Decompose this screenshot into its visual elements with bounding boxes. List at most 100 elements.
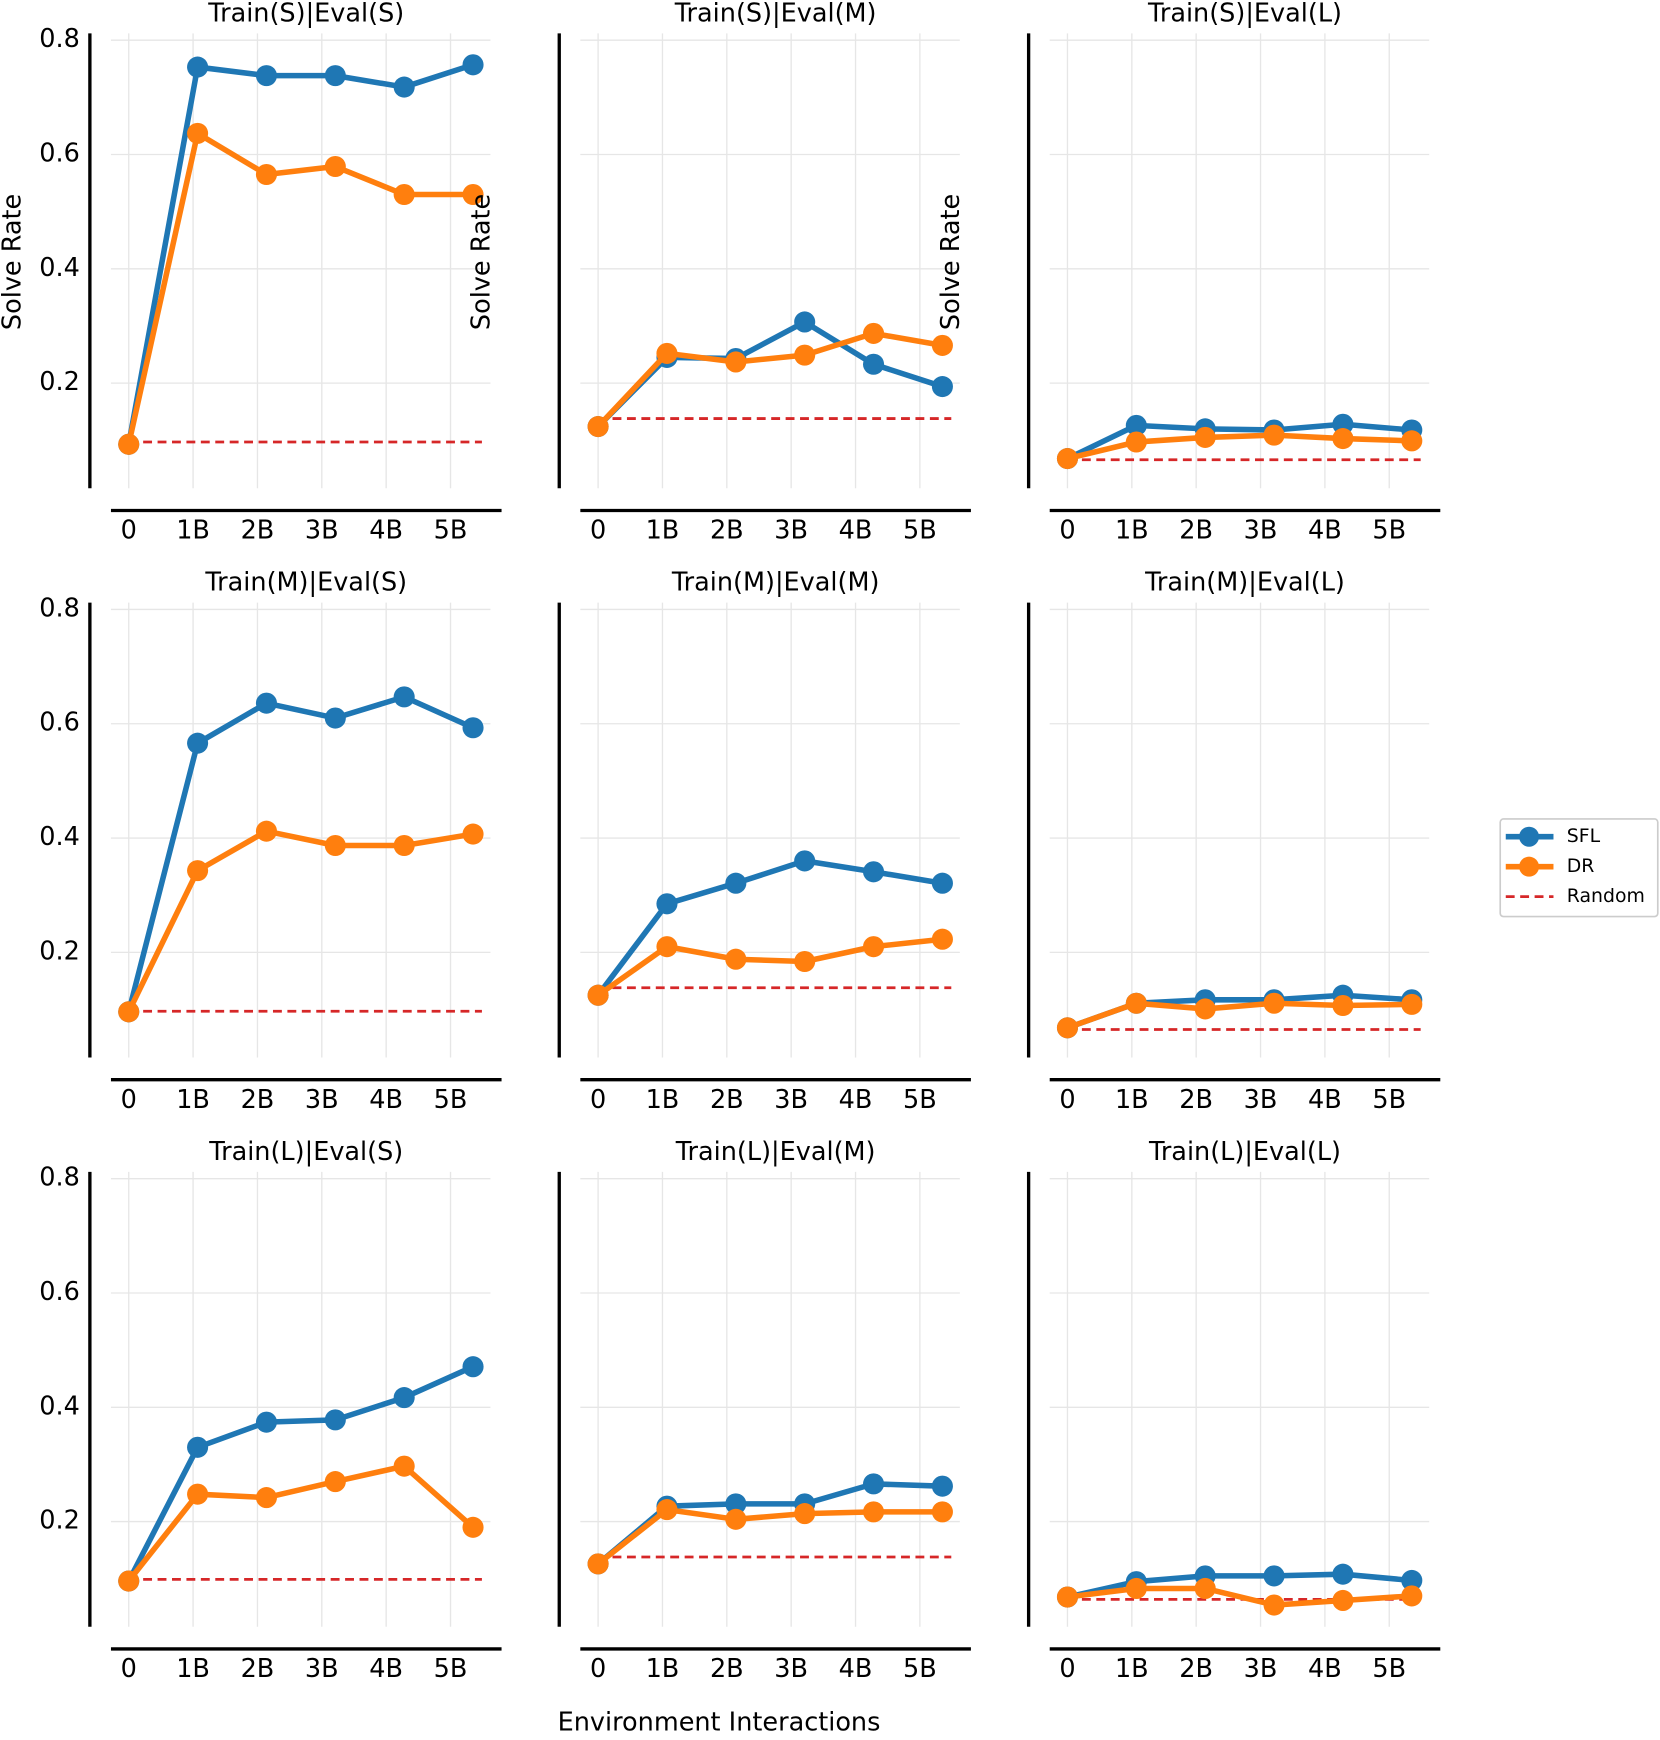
x-tick-label: 0	[121, 1085, 137, 1115]
x-tick-label: 0	[590, 516, 606, 546]
data-point	[931, 334, 953, 356]
x-tick-label: 4B	[369, 516, 403, 546]
data-point	[656, 342, 678, 364]
series-line	[126, 1463, 475, 1583]
y-tick-label: 0.6	[39, 1277, 80, 1307]
legend: SFL DR Random	[1499, 818, 1659, 918]
legend-marker	[1519, 826, 1540, 847]
x-tick-label: 4B	[839, 1085, 873, 1115]
data-point	[656, 893, 678, 915]
data-point	[587, 984, 609, 1006]
data-point	[725, 351, 747, 373]
data-point	[187, 56, 209, 78]
data-point	[462, 823, 484, 845]
data-point	[255, 820, 277, 842]
data-point	[1401, 1569, 1423, 1592]
data-point	[1401, 430, 1423, 452]
x-tick-label: 1B	[176, 1654, 210, 1684]
y-tick-label: 0.4	[39, 253, 80, 283]
series-line	[595, 858, 943, 997]
x-tick-label: 2B	[241, 516, 275, 546]
panel-title: Train(S)|Eval(M)	[674, 0, 877, 28]
x-tick-label: 5B	[434, 1654, 468, 1684]
x-tick-label: 2B	[710, 1654, 744, 1684]
data-point	[1125, 431, 1147, 453]
data-point	[863, 1473, 885, 1495]
legend-box	[1499, 818, 1659, 918]
data-point	[1263, 424, 1285, 446]
data-point	[1125, 1577, 1147, 1600]
panel: 0 1B 2B 3B 4B 5B Train(S)|Eval(M) Solve Rate	[467, 0, 971, 546]
y-tick-label: 0.8	[39, 24, 80, 54]
x-tick-label: 0	[1059, 516, 1075, 546]
data-point	[393, 183, 415, 206]
series-line	[596, 1506, 943, 1567]
panel: 0 1B 2B 3B 4B 5B 0.2 0.4 0.6 0.8 Train(S)|Eval(S) S…	[0, 0, 502, 546]
series-line	[125, 62, 474, 445]
y-tick-label: 0.4	[39, 1391, 80, 1421]
x-tick-label: 3B	[305, 1654, 339, 1684]
series-line	[1066, 1000, 1412, 1031]
legend-marker	[1519, 856, 1540, 877]
data-point	[324, 1471, 346, 1493]
x-tick-label: 5B	[1372, 1085, 1406, 1115]
legend-label: Random	[1567, 885, 1645, 907]
data-point	[462, 1356, 484, 1378]
panel: 0 1B 2B 3B 4B 5B Train(L)|Eval(L)	[1026, 1137, 1441, 1684]
data-point	[656, 936, 678, 958]
data-point	[931, 928, 953, 950]
x-tick-label: 2B	[241, 1654, 275, 1684]
data-point	[393, 1455, 415, 1477]
panel-title: Train(L)|Eval(S)	[208, 1137, 403, 1167]
panel: 0 1B 2B 3B 4B 5B Train(M)|Eval(L)	[1026, 568, 1441, 1115]
data-point	[187, 122, 209, 144]
data-point	[255, 692, 277, 714]
data-point	[931, 376, 953, 398]
panel: 0 1B 2B 3B 4B 5B 0.2 0.4 0.6 0.8 Train(L)|Eval(S)	[39, 1137, 502, 1684]
data-point	[794, 950, 816, 973]
y-tick-label: 0.2	[39, 936, 80, 966]
data-point	[1401, 1585, 1423, 1607]
data-point	[863, 353, 885, 375]
data-point	[863, 322, 885, 344]
data-point	[255, 163, 277, 186]
data-point	[118, 433, 140, 455]
data-point	[931, 872, 953, 894]
x-tick-label: 5B	[1372, 516, 1406, 546]
series-line	[126, 1364, 475, 1583]
y-tick-label: 0.4	[39, 822, 80, 852]
x-tick-label: 3B	[1244, 516, 1278, 546]
x-tick-label: 5B	[903, 1654, 937, 1684]
panel-title: Train(S)|Eval(L)	[1147, 0, 1342, 28]
panel: 0 1B 2B 3B 4B 5B Train(M)|Eval(M)	[557, 568, 971, 1115]
x-tick-label: 5B	[903, 1085, 937, 1115]
y-tick-label: 0.2	[39, 1506, 80, 1536]
x-tick-label: 4B	[1308, 1654, 1342, 1684]
series-line	[1066, 421, 1413, 462]
x-tick-label: 3B	[774, 516, 808, 546]
data-point	[393, 1387, 415, 1409]
panel: 0 1B 2B 3B 4B 5B 0.2 0.4 0.6 0.8 Train(M)|Eval(S)	[39, 568, 502, 1115]
data-point	[1332, 428, 1354, 450]
panel-title: Train(S)|Eval(S)	[207, 0, 404, 28]
data-point	[725, 1508, 747, 1530]
x-tick-label: 2B	[710, 516, 744, 546]
panel-title: Train(M)|Eval(L)	[1144, 568, 1345, 598]
x-tick-label: 5B	[1372, 1654, 1406, 1684]
x-tick-label: 3B	[774, 1085, 808, 1115]
x-tick-label: 1B	[176, 1085, 210, 1115]
x-tick-label: 3B	[305, 1085, 339, 1115]
panel-title: Train(L)|Eval(L)	[1148, 1137, 1341, 1167]
y-axis-label: Solve Rate	[936, 194, 966, 330]
data-point	[587, 1553, 609, 1575]
data-point	[863, 1501, 885, 1523]
data-point	[1263, 992, 1285, 1014]
data-point	[324, 65, 346, 87]
data-point	[1194, 998, 1216, 1020]
panel-title: Train(M)|Eval(M)	[671, 568, 880, 598]
data-point	[1125, 992, 1147, 1014]
x-tick-label: 2B	[241, 1085, 275, 1115]
data-point	[462, 1516, 484, 1538]
legend-label: DR	[1567, 855, 1595, 877]
data-point	[324, 707, 346, 729]
